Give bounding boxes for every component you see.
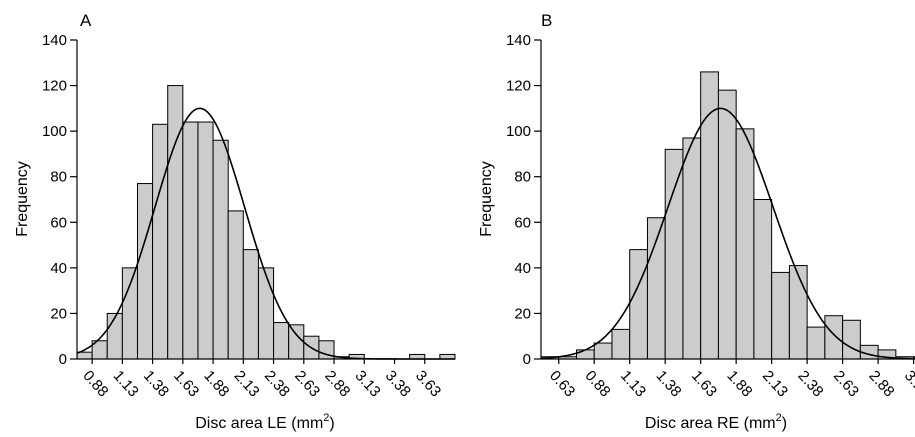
histogram-bar <box>257 267 275 360</box>
x-axis-title-main: Disc area RE (mm <box>645 415 776 432</box>
histogram-bar <box>242 249 259 360</box>
histogram-bar <box>824 315 844 360</box>
x-tick-label: 1.63 <box>688 367 720 400</box>
x-tick-label: 2.88 <box>865 367 897 400</box>
histogram-bar <box>182 121 199 360</box>
x-tick-label: 0.88 <box>582 367 614 400</box>
y-tick-label: 100 <box>506 123 531 140</box>
x-tick-label: 1.63 <box>170 367 202 400</box>
x-tick-label: 2.38 <box>794 367 826 400</box>
histogram-bar <box>788 265 808 360</box>
x-tick-label: 2.13 <box>759 367 791 400</box>
y-tick-label: 40 <box>514 260 531 277</box>
histogram-bar <box>806 326 826 360</box>
y-tick-label: 40 <box>50 260 67 277</box>
chart-panel-b: B 0 20 40 60 80 100 120 140 0.63 0.88 1.13 1.38 1.63 1… <box>478 11 915 432</box>
normal-curve <box>540 107 915 360</box>
histogram-bar <box>227 210 244 360</box>
y-axis-title: Frequency <box>478 161 495 237</box>
x-tick-label: 3.38 <box>382 367 414 400</box>
x-tick-label: 1.13 <box>110 367 142 400</box>
x-tick-label: 2.13 <box>231 367 263 400</box>
histogram-bar <box>575 349 595 360</box>
x-tick-label: 1.13 <box>617 367 649 400</box>
y-tick-label: 100 <box>42 123 67 140</box>
x-axis-title-main: Disc area LE (mm <box>195 415 323 432</box>
x-tick-label: 3.63 <box>412 367 444 400</box>
x-tick-label: 1.88 <box>200 367 232 400</box>
x-tick-label: 0.63 <box>546 367 578 400</box>
histogram-bar <box>136 183 154 360</box>
histogram-bar <box>593 342 613 360</box>
histogram-bar <box>121 267 138 360</box>
y-tick-label: 80 <box>514 169 531 186</box>
histogram-bar <box>629 249 648 360</box>
y-tick-label: 80 <box>50 169 67 186</box>
y-tick-label: 140 <box>42 32 67 49</box>
histogram-bar <box>288 324 305 360</box>
x-tick-label: 1.88 <box>723 367 755 400</box>
y-tick-label: 60 <box>50 214 67 231</box>
histogram-bar <box>152 123 169 360</box>
y-tick-label: 20 <box>514 305 531 322</box>
chart-panel-a: A0204060801001201400.881.131.381.631.882… <box>14 11 456 432</box>
x-tick-label: 1.38 <box>652 367 684 400</box>
histogram-bar <box>753 199 773 360</box>
x-tick-label: 1.38 <box>140 367 172 400</box>
histogram-bar <box>664 148 684 360</box>
x-axis-title-suffix: ) <box>329 415 334 432</box>
x-tick-label: 2.38 <box>261 367 293 400</box>
x-axis-title-superscript: 2 <box>323 412 329 424</box>
histogram-bar <box>735 128 755 360</box>
x-tick-label: 2.88 <box>321 367 353 400</box>
histogram-bar <box>106 312 123 360</box>
x-tick-label: 0.88 <box>79 367 111 400</box>
histogram-bar <box>76 351 93 360</box>
histogram-bar <box>700 71 719 360</box>
x-tick-label: 3.13 <box>352 367 384 400</box>
x-axis-title: Disc area LE (mm2) <box>195 412 334 432</box>
histogram-bar <box>212 139 229 360</box>
x-axis-title: Disc area RE (mm2) <box>645 412 787 432</box>
histogram-bar <box>771 271 790 360</box>
histogram-bar <box>167 85 184 360</box>
histogram-bar <box>611 328 631 360</box>
x-axis-title-suffix: ) <box>782 415 787 432</box>
x-tick-label: 3.1 <box>901 367 915 394</box>
histogram-bar <box>273 322 290 360</box>
y-tick-label: 120 <box>42 78 67 95</box>
y-tick-label: 0 <box>523 351 531 368</box>
y-tick-label: 60 <box>514 214 531 231</box>
y-tick-label: 140 <box>506 32 531 49</box>
y-axis-title: Frequency <box>14 161 31 237</box>
y-tick-label: 0 <box>59 351 67 368</box>
x-tick-label: 2.63 <box>830 367 862 400</box>
y-tick-label: 120 <box>506 78 531 95</box>
histogram-bar <box>682 137 702 360</box>
x-axis-title-superscript: 2 <box>776 412 782 424</box>
histogram-bar <box>197 121 214 360</box>
panel-label: B <box>541 11 552 30</box>
histogram-bar <box>842 319 861 360</box>
histogram-bar <box>717 89 737 360</box>
y-tick-label: 20 <box>50 305 67 322</box>
x-tick-label: 2.63 <box>291 367 323 400</box>
panel-label: A <box>80 11 92 30</box>
